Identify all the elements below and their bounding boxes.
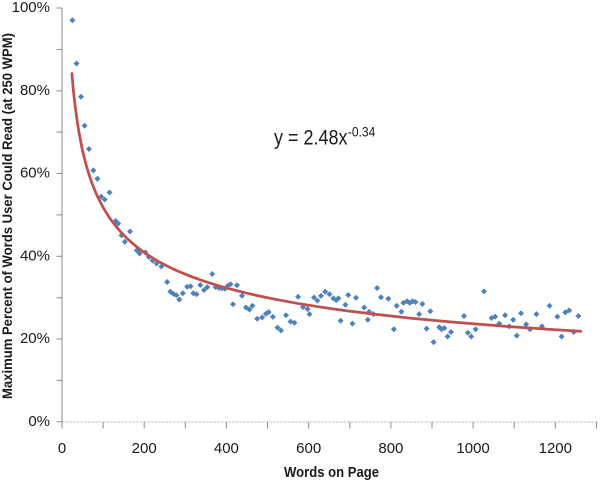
svg-text:400: 400 bbox=[214, 440, 239, 457]
svg-text:0: 0 bbox=[58, 440, 66, 457]
svg-text:0%: 0% bbox=[28, 413, 50, 430]
svg-text:1000: 1000 bbox=[456, 440, 489, 457]
svg-text:1200: 1200 bbox=[539, 440, 572, 457]
svg-text:Words on Page: Words on Page bbox=[284, 465, 379, 481]
svg-text:600: 600 bbox=[296, 440, 321, 457]
svg-text:20%: 20% bbox=[20, 330, 50, 347]
svg-text:-0.34: -0.34 bbox=[348, 124, 376, 140]
svg-text:200: 200 bbox=[132, 440, 157, 457]
svg-text:40%: 40% bbox=[20, 248, 50, 265]
svg-text:800: 800 bbox=[378, 440, 403, 457]
svg-text:Maximum Percent of Words User: Maximum Percent of Words User Could Read… bbox=[0, 33, 16, 399]
svg-text:y = 2.48x: y = 2.48x bbox=[274, 126, 348, 149]
svg-text:100%: 100% bbox=[12, 0, 50, 16]
svg-text:80%: 80% bbox=[20, 82, 50, 99]
svg-text:60%: 60% bbox=[20, 165, 50, 182]
